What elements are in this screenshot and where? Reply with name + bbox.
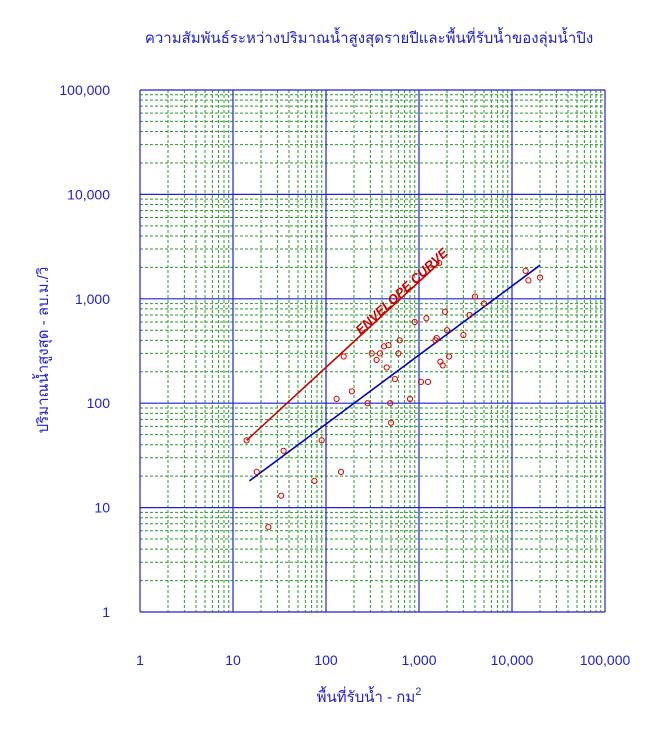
data-point bbox=[373, 356, 380, 363]
data-point bbox=[376, 350, 383, 357]
y-tick-label: 10,000 bbox=[67, 186, 110, 202]
data-point bbox=[278, 492, 285, 499]
x-axis-label-superscript: 2 bbox=[415, 686, 421, 698]
x-tick-label: 10,000 bbox=[491, 652, 534, 668]
series-layer bbox=[243, 260, 544, 531]
envelope-curve-label: ENVELOPE CURVE bbox=[352, 245, 451, 337]
data-point bbox=[265, 524, 272, 531]
y-tick-labels: 1 10 100 1,000 10,000 100,000 bbox=[59, 82, 110, 620]
data-point bbox=[387, 400, 394, 407]
data-point bbox=[243, 437, 250, 444]
x-tick-label: 1,000 bbox=[401, 652, 436, 668]
data-point bbox=[411, 318, 418, 326]
y-tick-label: 1,000 bbox=[75, 291, 110, 307]
data-point bbox=[423, 315, 430, 322]
x-axis-label-text: พื้นที่รับน้ำ - กม bbox=[317, 686, 416, 706]
y-tick-label: 1 bbox=[102, 604, 110, 620]
data-point bbox=[445, 353, 453, 360]
grid-layer bbox=[139, 89, 606, 613]
data-point bbox=[396, 337, 403, 344]
data-point bbox=[333, 395, 340, 402]
data-point bbox=[441, 308, 448, 315]
data-point bbox=[406, 395, 414, 402]
x-tick-label: 100 bbox=[314, 652, 338, 668]
data-point bbox=[348, 388, 355, 395]
data-point bbox=[280, 447, 287, 454]
data-point bbox=[443, 327, 451, 334]
x-tick-labels: 1 10 100 1,000 10,000 100,000 bbox=[136, 652, 630, 668]
data-point bbox=[385, 342, 392, 349]
y-tick-label: 100 bbox=[87, 395, 111, 411]
data-point bbox=[337, 468, 345, 475]
data-point bbox=[340, 353, 347, 360]
data-point bbox=[536, 274, 544, 281]
data-point bbox=[480, 300, 488, 307]
data-point bbox=[471, 293, 479, 300]
data-point bbox=[424, 378, 432, 385]
chart-title: ความสัมพันธ์ระหว่างปริมาณน้ำสูงสุดรายปีแ… bbox=[145, 27, 593, 48]
regression-line bbox=[248, 264, 541, 482]
data-point bbox=[387, 419, 395, 426]
data-point bbox=[436, 260, 443, 267]
x-tick-label: 1 bbox=[136, 652, 144, 668]
data-point bbox=[253, 468, 260, 475]
x-tick-label: 100,000 bbox=[580, 652, 631, 668]
data-point bbox=[522, 267, 529, 274]
envelope-curve-line bbox=[246, 262, 440, 441]
data-point bbox=[391, 376, 398, 383]
x-axis-label: พื้นที่รับน้ำ - กม2 bbox=[317, 686, 422, 706]
data-point bbox=[439, 362, 446, 369]
data-point bbox=[466, 311, 473, 319]
data-point bbox=[364, 400, 371, 407]
y-tick-label: 100,000 bbox=[59, 82, 110, 98]
data-point bbox=[433, 335, 440, 342]
data-point bbox=[368, 350, 375, 357]
data-point bbox=[460, 331, 467, 339]
data-point bbox=[417, 378, 425, 385]
data-point bbox=[318, 437, 325, 444]
data-point bbox=[383, 364, 390, 371]
data-point bbox=[311, 477, 318, 484]
x-tick-label: 10 bbox=[225, 652, 241, 668]
y-tick-label: 10 bbox=[94, 500, 110, 516]
data-point bbox=[525, 277, 532, 284]
y-axis-label: ปริมาณน้ำสูงสุด - ลบ.ม./วิ bbox=[32, 267, 53, 434]
data-point bbox=[395, 350, 402, 357]
annotation-layer: ENVELOPE CURVE bbox=[352, 245, 451, 337]
